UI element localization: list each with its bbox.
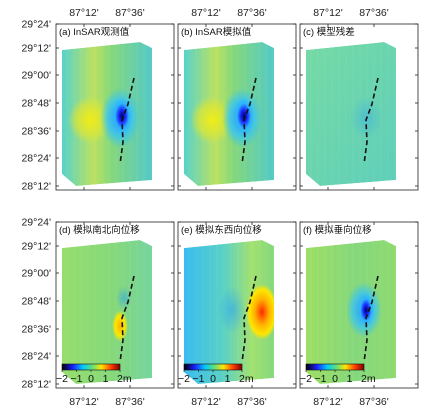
map-panel-e: (e) 模拟东西向位移 −2 −1 0 1 2m (177, 221, 297, 389)
y-tick-label: 28°24' (21, 351, 51, 363)
colorbar-tick-label: −2 (178, 373, 190, 385)
panel-title: (c) 模型残差 (303, 26, 355, 38)
map-panel-a: (a) InSAR观测值 (55, 23, 175, 191)
panel-title: (a) InSAR观测值 (59, 26, 130, 38)
x-tick-label-top: 87°36' (237, 7, 267, 19)
colorbar-tick-label: 2m (117, 373, 132, 385)
colorbar-tick-label: −2 (56, 373, 68, 385)
colorbar: −2 −1 0 1 2m (56, 363, 132, 385)
y-tick-label: 28°36' (21, 126, 51, 138)
x-tick-label-top: 87°12' (191, 7, 221, 19)
y-tick-label: 28°48' (21, 296, 51, 308)
fault-trace (363, 77, 379, 165)
fault-trace (241, 77, 257, 165)
colorbar-tick-label: −1 (71, 373, 83, 385)
x-tick-label-bottom: 87°12' (69, 396, 99, 408)
fault-trace (241, 275, 257, 363)
y-tick-label: 29°12' (21, 43, 51, 55)
panel-title: (d) 模拟南北向位移 (59, 224, 140, 236)
deformation-field (306, 42, 396, 186)
colorbar: −2 −1 0 1 2m (178, 363, 254, 385)
colorbar-tick-label: 1 (347, 373, 353, 385)
colorbar-tick-label: 0 (210, 373, 216, 385)
x-tick-label-bottom: 87°36' (115, 396, 145, 408)
x-tick-label-top: 87°12' (69, 7, 99, 19)
y-tick-label: 28°12' (21, 379, 51, 391)
y-tick-label: 29°12' (21, 241, 51, 253)
colorbar-ramp (305, 363, 365, 371)
y-tick-label: 29°00' (21, 268, 51, 280)
panel-title: (e) 模拟东西向位移 (181, 224, 262, 236)
fault-trace (363, 275, 379, 363)
y-tick-label: 28°48' (21, 98, 51, 110)
colorbar-tick-label: 2m (361, 373, 376, 385)
colorbar-tick-label: 2m (239, 373, 254, 385)
x-tick-label-bottom: 87°12' (191, 396, 221, 408)
colorbar-tick-label: −1 (193, 373, 205, 385)
y-tick-label: 28°36' (21, 324, 51, 336)
x-tick-label-bottom: 87°36' (237, 396, 267, 408)
fault-trace (119, 77, 135, 165)
deformation-field (306, 240, 396, 384)
colorbar-tick-label: 1 (225, 373, 231, 385)
y-tick-label: 28°12' (21, 181, 51, 193)
map-panel-d: (d) 模拟南北向位移 −2 −1 0 1 2m (55, 221, 175, 389)
panel-title: (b) InSAR模拟值 (181, 26, 252, 38)
deformation-field (62, 42, 152, 186)
colorbar-tick-label: −2 (300, 373, 312, 385)
x-tick-label-top: 87°36' (359, 7, 389, 19)
colorbar-tick-label: 0 (88, 373, 94, 385)
fault-trace (119, 275, 135, 363)
colorbar-tick-label: −1 (315, 373, 327, 385)
colorbar-tick-label: 1 (103, 373, 109, 385)
map-panel-b: (b) InSAR模拟值 (177, 23, 297, 191)
panel-title: (f) 模拟垂向位移 (303, 224, 372, 236)
map-panel-c: (c) 模型残差 (299, 23, 419, 191)
colorbar-ramp (61, 363, 121, 371)
y-tick-label: 29°00' (21, 70, 51, 82)
x-tick-label-top: 87°36' (115, 7, 145, 19)
deformation-field (184, 240, 274, 384)
colorbar-ramp (183, 363, 243, 371)
map-panel-f: (f) 模拟垂向位移 −2 −1 0 1 2m (299, 221, 419, 389)
y-tick-label: 29°24' (21, 217, 51, 229)
y-tick-label: 28°24' (21, 153, 51, 165)
colorbar: −2 −1 0 1 2m (300, 363, 376, 385)
deformation-field (62, 240, 152, 384)
x-tick-label-bottom: 87°36' (359, 396, 389, 408)
x-tick-label-top: 87°12' (313, 7, 343, 19)
colorbar-tick-label: 0 (332, 373, 338, 385)
y-tick-label: 29°24' (21, 19, 51, 31)
deformation-field (184, 42, 274, 186)
x-tick-label-bottom: 87°12' (313, 396, 343, 408)
